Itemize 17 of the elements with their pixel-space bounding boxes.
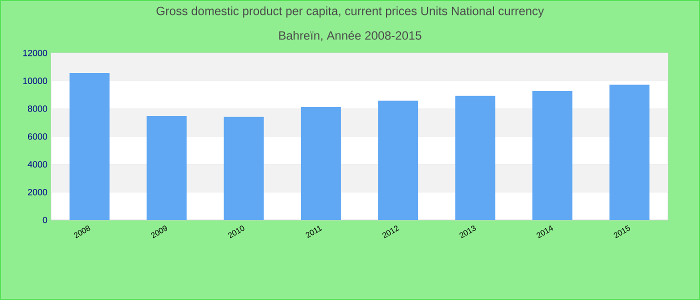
y-tick-label: 6000 <box>28 133 48 140</box>
y-tick-label: 8000 <box>28 105 48 112</box>
bar <box>70 73 110 220</box>
bar <box>455 96 496 220</box>
y-tick-label: 10000 <box>23 78 48 84</box>
bar <box>378 100 418 220</box>
bar <box>300 106 341 220</box>
bar <box>532 90 572 220</box>
y-tick-label: 0 <box>42 216 48 224</box>
y-tick-label: 4000 <box>28 161 48 168</box>
chart-subtitle: Bahreïn, Année 2008-2015 <box>279 30 422 42</box>
bar <box>609 84 650 220</box>
y-tick-label: 2000 <box>28 188 48 196</box>
bar <box>224 116 264 220</box>
y-tick-label: 12000 <box>23 50 48 56</box>
chart-title: Gross domestic product per capita, current prices Units National currency <box>156 6 544 18</box>
bar <box>146 116 187 220</box>
